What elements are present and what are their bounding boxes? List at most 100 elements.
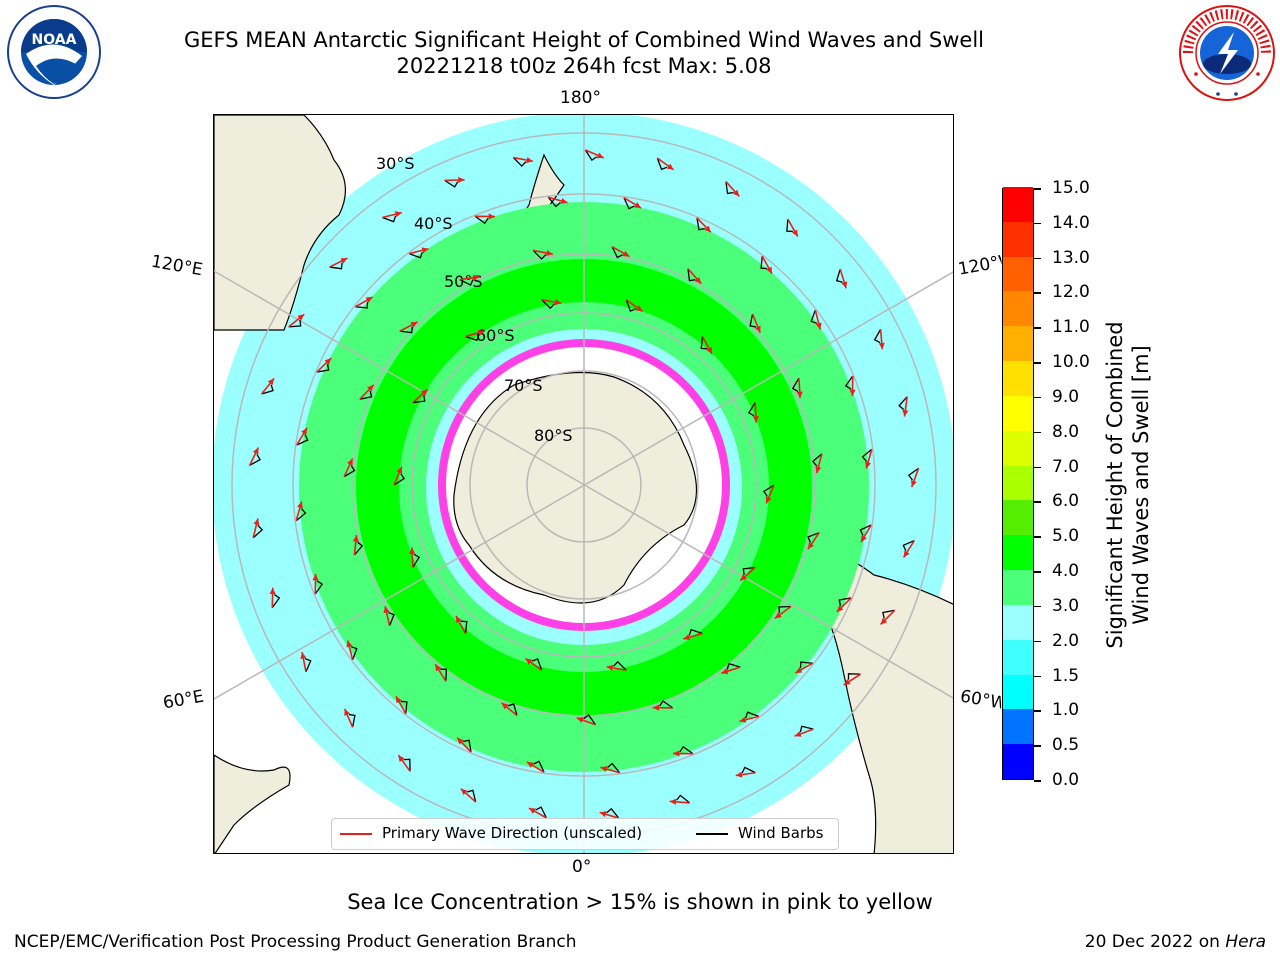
wind-barb (613, 660, 627, 671)
wind-barb (606, 807, 620, 819)
wave-arrow-head (880, 617, 888, 625)
wind-barb (261, 384, 274, 395)
wave-arrow-head (347, 458, 353, 466)
lat-label-40s: 40°S (414, 214, 453, 233)
wave-arrow-head (297, 314, 305, 321)
wind-barb (799, 725, 814, 733)
lon-label-180: 180° (560, 88, 601, 108)
wave-arrow-head (683, 634, 691, 641)
wind-barb (583, 714, 597, 726)
wind-barb (400, 700, 408, 714)
wind-barb (861, 448, 873, 462)
wave-arrow-head (599, 811, 607, 818)
wave-arrow-head (752, 416, 759, 423)
colorbar-tick (1034, 710, 1041, 712)
wind-barb (547, 196, 561, 208)
colorbar-tick-label: 2.0 (1052, 630, 1080, 651)
wave-arrow-head (269, 587, 276, 595)
lon-label-120e: 120°E (149, 251, 205, 281)
wave-arrow-head (694, 276, 702, 284)
colorbar-segment (1003, 430, 1033, 466)
wave-arrow-head (807, 542, 814, 550)
forecast-subtitle: 20221218 t00z 264h fcst Max: 5.08 (396, 54, 772, 78)
lon-label-60w: 60°W (958, 686, 1004, 714)
wind-barb (859, 524, 872, 536)
colorbar-tick (1034, 222, 1041, 225)
wave-arrow-head (841, 281, 848, 289)
colorbar-segment (1003, 743, 1033, 779)
wave-arrow-head (815, 466, 822, 474)
wind-barb (762, 484, 775, 497)
colorbar-segment (1003, 325, 1033, 362)
wind-barb (688, 628, 703, 636)
wave-arrow-head (546, 249, 553, 256)
wind-barb (786, 219, 793, 233)
colorbar-title: Significant Height of Combined Wind Wave… (1102, 321, 1154, 648)
colorbar-tick (1034, 745, 1041, 747)
wave-arrow-head (252, 447, 259, 455)
wind-barb (444, 179, 459, 188)
wind-barb (700, 336, 708, 350)
wave-arrow-head (560, 198, 568, 204)
noaa-logo: NOAA (6, 4, 102, 100)
wind-barb (611, 246, 623, 259)
wind-barb (350, 646, 358, 661)
wind-barb (295, 508, 307, 522)
legend-wind-swatch (696, 833, 728, 835)
wave-arrow-head (796, 391, 803, 399)
wave-arrow-head (396, 466, 403, 474)
wind-barb (898, 396, 908, 411)
wave-arrow-head (732, 189, 740, 197)
wind-barb (359, 390, 373, 400)
colorbar-tick (1034, 257, 1041, 260)
wave-arrow-head (526, 761, 534, 768)
wind-barb (760, 256, 768, 270)
wave-arrow-head (365, 297, 373, 303)
map-legend: Primary Wave Direction (unscaled) Wind B… (331, 818, 839, 850)
wind-barb (679, 745, 694, 755)
wave-arrow-head (622, 250, 630, 257)
wind-barb (726, 662, 741, 670)
wave-arrow-head (410, 321, 418, 328)
wind-barb (465, 334, 480, 342)
wind-barb (474, 215, 489, 225)
wind-barb (742, 566, 756, 575)
wave-arrow-head (528, 808, 536, 814)
wave-arrow-head (435, 664, 442, 672)
lat-label-70s: 70°S (504, 376, 543, 395)
wind-barb (343, 465, 356, 478)
land-antarctica (453, 371, 698, 604)
wind-barb (659, 700, 674, 709)
colorbar-tick-label: 9.0 (1052, 386, 1080, 407)
colorbar-tick (1034, 640, 1041, 643)
wave-arrow-head (488, 213, 495, 220)
wave-arrow-head (596, 152, 604, 159)
wind-barb (382, 215, 397, 223)
colorbar-segment (1003, 604, 1033, 640)
wave-arrow-head (635, 305, 643, 312)
wave-arrow-head (911, 480, 917, 488)
wind-barb (533, 760, 545, 773)
colorbar-tick (1034, 292, 1041, 294)
wave-arrow-head (865, 461, 871, 469)
legend-wind-label: Wind Barbs (738, 824, 824, 842)
polar-map: 30°S 40°S 50°S 60°S 70°S 80°S (213, 114, 954, 854)
wind-barb (625, 299, 637, 312)
wave-arrow-head (526, 157, 534, 164)
wave-arrow-head (739, 716, 747, 723)
wave-arrow-head (902, 409, 909, 417)
colorbar-tick-label: 4.0 (1052, 561, 1080, 582)
wind-barb (799, 661, 813, 669)
noaa-logo-text: NOAA (32, 32, 77, 48)
wave-arrow-head (704, 225, 711, 233)
wave-arrow-head (455, 615, 462, 623)
wave-arrow-head (740, 574, 747, 581)
wave-arrow-head (606, 664, 614, 671)
vector-layer (248, 149, 920, 819)
wave-arrow-head (576, 717, 584, 723)
wave-arrow-head (253, 518, 260, 526)
colorbar-segment (1003, 221, 1033, 257)
wave-arrow-head (721, 668, 729, 675)
wind-barb (316, 364, 330, 373)
colorbar-segment (1003, 674, 1033, 710)
